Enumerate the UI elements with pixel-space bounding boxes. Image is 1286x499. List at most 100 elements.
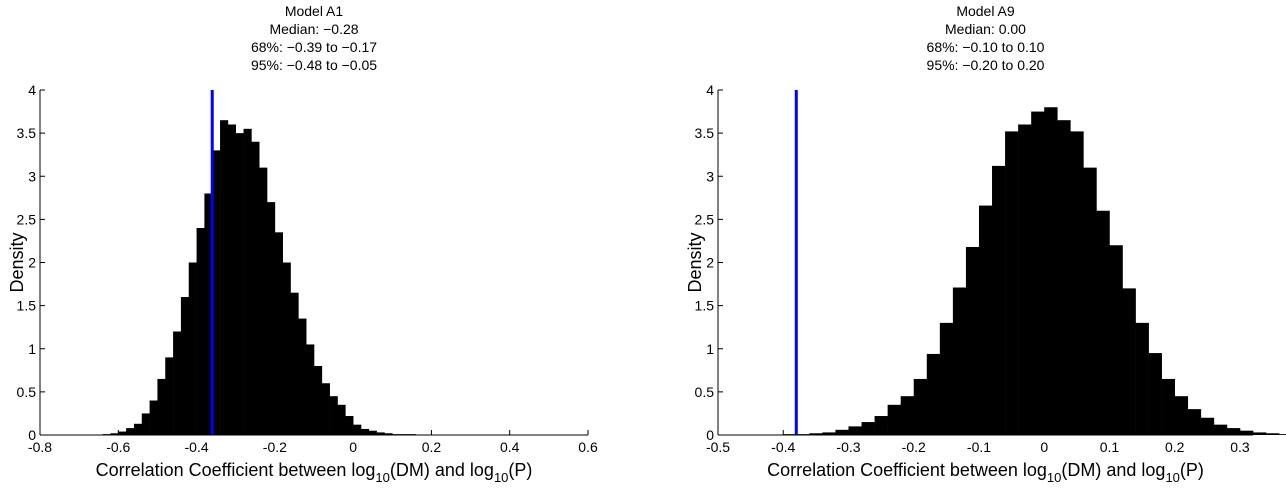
y-tick-label: 4 [706,82,714,98]
histogram-bar [1253,432,1267,435]
x-tick-label: 0.4 [500,439,520,455]
chart-panel: Model A9 Median: 0.00 68%: −0.10 to 0.10 95… [685,3,1286,485]
x-axis-label-subscript: 10 [1165,470,1179,485]
histogram-bar [314,366,323,435]
x-axis-label-subscript: 10 [1047,470,1061,485]
histogram-bar [978,205,993,435]
histogram-bar [345,416,354,435]
histogram-bar [141,413,150,435]
histogram-bar [212,150,221,435]
chart-subtitle: 68%: −0.39 to −0.17 [251,39,377,55]
chart-subtitle: Median: 0.00 [945,21,1026,37]
histogram-bar [1161,378,1176,435]
histogram-bar [149,400,158,435]
histogram-bar [861,422,875,435]
y-tick-label: 3.5 [17,125,37,141]
histogram-bar [887,404,901,435]
y-tick-label: 1.5 [17,298,37,314]
histogram-bar [1096,210,1110,435]
histogram-bar [126,428,135,435]
histogram-bar [952,287,967,435]
x-tick-label: -0.3 [836,439,860,455]
y-tick-label: 3 [706,168,714,184]
y-axis-label: Density [685,232,705,292]
histogram-bar [1005,131,1019,435]
y-tick-label: 1 [28,341,36,357]
x-tick-label: -0.4 [771,439,795,455]
histogram-bar [298,318,307,435]
y-tick-label: 2.5 [17,211,37,227]
histogram-bar [267,202,276,435]
histogram-bar [157,378,166,435]
chart-panel: Model A1 Median: −0.28 68%: −0.39 to −0.17… [7,3,598,485]
histogram-bar [1266,433,1280,435]
histogram-bar [188,262,197,435]
x-axis-label-subscript: 10 [494,470,508,485]
histogram-bar [133,423,143,435]
x-axis-label-part: (P) [1180,460,1204,480]
y-tick-label: 1.5 [695,298,715,314]
histogram-bar [274,232,283,435]
histogram-bar [835,429,849,435]
x-tick-label: -0.5 [706,439,730,455]
histogram-bar [353,424,362,435]
x-tick-label: -0.4 [185,439,209,455]
histogram-bar [1279,434,1286,435]
histogram-bar [360,428,370,435]
histogram-bar [1148,353,1162,435]
histogram-bar [1200,417,1215,435]
histogram-bar [1044,107,1058,435]
y-tick-label: 3.5 [695,125,715,141]
histogram-bar [329,396,338,435]
chart-title: Model A1 [285,3,344,19]
histogram-bar [220,120,229,435]
histogram-bar [251,141,260,435]
x-axis-label-part: Correlation Coefficient between log [767,460,1047,480]
histogram-bar [809,433,823,435]
y-tick-label: 0.5 [695,384,715,400]
histogram-bar [848,426,862,435]
y-tick-label: 4 [28,82,36,98]
y-tick-label: 0.5 [17,384,37,400]
histogram-bar [337,404,346,435]
histogram-bar [939,322,954,435]
histogram-bar [180,297,190,435]
histogram-bar [306,344,315,435]
x-tick-label: -0.6 [106,439,130,455]
x-tick-label: 0.2 [1165,439,1185,455]
x-axis-label-part: (P) [508,460,532,480]
x-axis-label-part: Correlation Coefficient between log [96,460,376,480]
histogram-bar [1083,167,1097,435]
histogram-bar [165,357,174,435]
y-tick-label: 0 [28,427,36,443]
histogram-bar [1070,131,1084,435]
y-tick-label: 2.5 [695,211,715,227]
x-axis-label: Correlation Coefficient between log10(DM… [96,460,533,485]
histogram-bar [384,433,393,435]
histogram-bar [321,383,330,435]
histogram-bar [1109,245,1123,435]
histogram-bar [259,167,268,435]
histogram-bar [1187,409,1202,435]
chart-subtitle: 95%: −0.48 to −0.05 [251,57,377,73]
histogram-bar [822,432,836,435]
histogram-bar [1018,124,1032,435]
histogram-bar [290,292,299,435]
x-tick-label: 0.2 [422,439,442,455]
x-axis-label-subscript: 10 [375,470,389,485]
histogram-bar [900,396,915,435]
histogram-bar [1226,428,1241,435]
histogram-bar [926,353,941,435]
x-tick-label: 0.1 [1100,439,1120,455]
histogram-bar [376,432,385,435]
histogram-bar [1239,430,1254,435]
x-axis-label-part: (DM) and log [390,460,494,480]
x-tick-label: 0 [349,439,357,455]
histogram-bar [1122,288,1136,435]
x-tick-label: 0 [1040,439,1048,455]
histogram-bar [368,430,377,435]
x-tick-label: 0.6 [578,439,598,455]
histogram-bar [992,165,1006,435]
